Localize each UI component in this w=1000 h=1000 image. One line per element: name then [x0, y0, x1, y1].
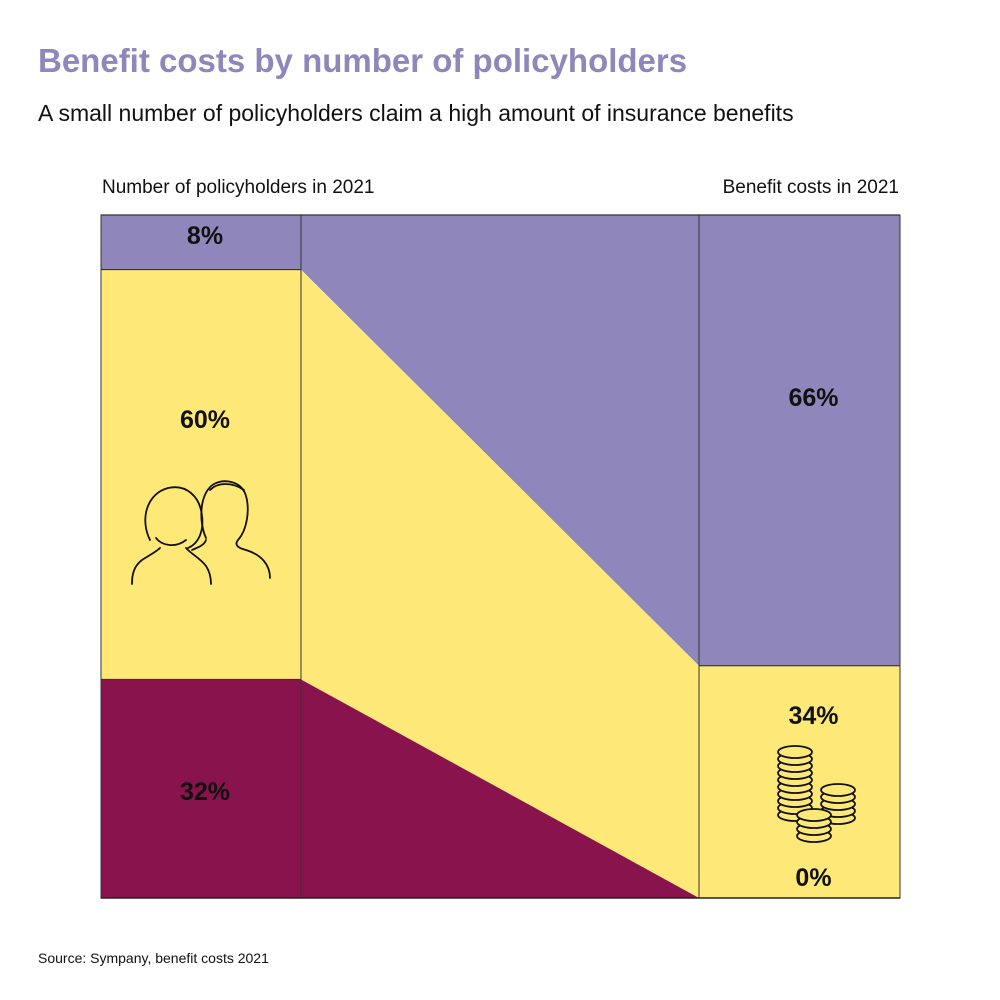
- left-column-label: Number of policyholders in 2021: [102, 177, 375, 198]
- right-column-label: Benefit costs in 2021: [722, 177, 899, 198]
- coins-icon: [777, 745, 856, 843]
- flow-band-2: [301, 679, 699, 898]
- right-label-0: 66%: [788, 384, 838, 412]
- stacked-bars: [100, 214, 901, 899]
- coin-stack-tall: [777, 745, 813, 822]
- left-label-2: 32%: [180, 778, 230, 806]
- chart-subtitle: A small number of policyholders claim a …: [38, 100, 794, 126]
- right-label-1: 34%: [788, 702, 838, 730]
- coin-stack-front: [796, 808, 832, 843]
- people-icon: [131, 480, 271, 585]
- left-bar-segment-2: [100, 678, 302, 899]
- source-note: Source: Sympany, benefit costs 2021: [38, 950, 269, 966]
- flow-band-1: [301, 269, 699, 898]
- left-label-1: 60%: [180, 406, 230, 434]
- chart-title: Benefit costs by number of policyholders: [38, 42, 688, 79]
- left-label-0: 8%: [187, 222, 223, 250]
- left-bar-segment-1: [100, 269, 302, 680]
- flow-bands: [301, 215, 699, 898]
- flow-band-0: [301, 215, 699, 666]
- right-bar-segment-0: [698, 214, 901, 667]
- percent-labels: 8% 60% 32% 66% 34% 0%: [180, 222, 839, 892]
- chart-frame: [101, 214, 900, 899]
- left-bar-segment-0: [100, 214, 302, 271]
- right-label-2: 0%: [795, 864, 831, 892]
